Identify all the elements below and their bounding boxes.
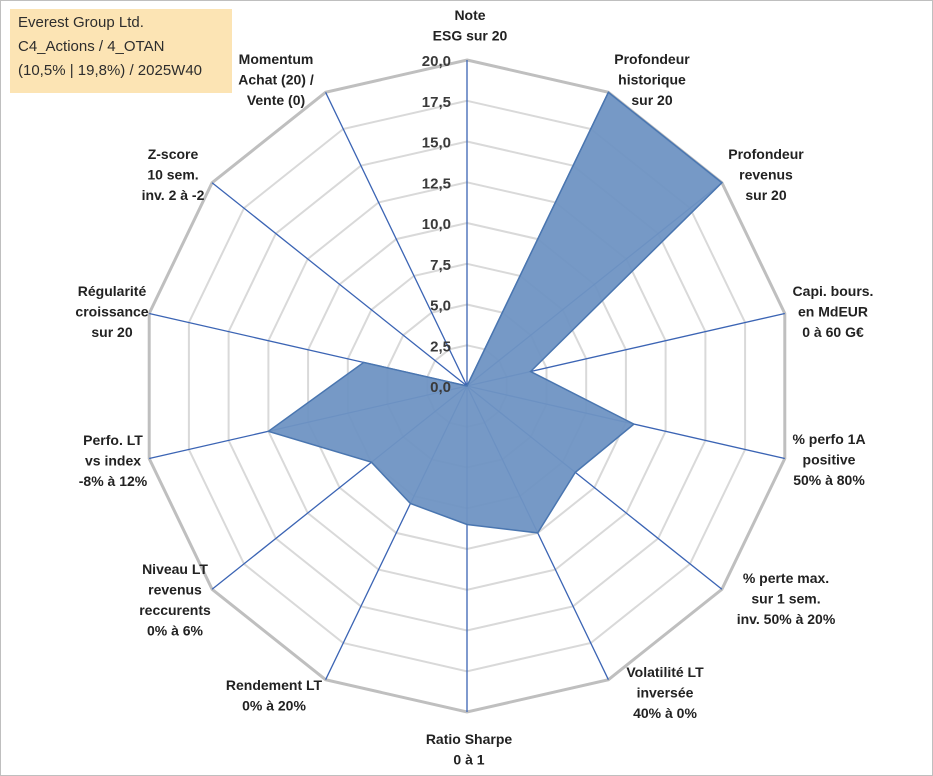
axis-label-line: sur 20 — [91, 324, 132, 340]
axis-label: Niveau LT revenus reccurents 0% à 6% — [139, 561, 211, 639]
series-area — [266, 91, 724, 534]
axis-label: Z-score 10 sem. inv. 2 à -2 — [142, 146, 205, 203]
tick-label: 20,0 — [422, 53, 451, 70]
axis-label: % perte max. sur 1 sem. inv. 50% à 20% — [737, 570, 836, 627]
axis-label-line: 10 sem. — [147, 167, 198, 183]
axis-label: Ratio Sharpe 0 à 1 — [426, 731, 513, 768]
axis-label-line: 0 à 60 G€ — [802, 324, 864, 340]
radar-axis-labels: Note ESG sur 20 Profondeur historique sur 20… — [75, 7, 873, 768]
axis-label-line: historique — [618, 72, 686, 88]
tick-label: 10,0 — [422, 216, 451, 233]
title-stats-week: (10,5% | 19,8%) / 2025W40 — [18, 62, 202, 79]
axis-label: Rendement LT 0% à 20% — [226, 677, 323, 714]
axis-label-line: % perte max. — [743, 570, 829, 586]
tick-label: 15,0 — [422, 135, 451, 152]
axis-label-line: sur 20 — [745, 187, 786, 203]
axis-spoke — [211, 182, 468, 387]
axis-label-line: 0% à 6% — [147, 623, 204, 639]
axis-label-line: en MdEUR — [798, 304, 868, 320]
axis-label-line: Vente (0) — [247, 92, 305, 108]
axis-label-line: Z-score — [148, 146, 199, 162]
chart-title-box: Everest Group Ltd. C4_Actions / 4_OTAN (… — [10, 9, 232, 93]
axis-label-line: sur 1 sem. — [751, 591, 820, 607]
axis-label-line: Ratio Sharpe — [426, 731, 513, 747]
axis-label-line: 50% à 80% — [793, 472, 865, 488]
axis-label: Volatilité LT inversée 40% à 0% — [626, 664, 704, 721]
axis-label: Capi. bours. en MdEUR 0 à 60 G€ — [793, 283, 874, 340]
axis-label-line: Régularité — [78, 283, 147, 299]
axis-label-line: % perfo 1A — [792, 431, 865, 447]
axis-label-line: 0 à 1 — [453, 752, 484, 768]
axis-label-line: Achat (20) / — [238, 72, 314, 88]
tick-label: 12,5 — [422, 175, 451, 192]
axis-label-line: vs index — [85, 453, 141, 469]
axis-spoke — [325, 92, 468, 387]
axis-label-line: Momentum — [239, 51, 314, 67]
axis-label-line: inv. 2 à -2 — [142, 187, 205, 203]
axis-label-line: Perfo. LT — [83, 432, 143, 448]
axis-label: Profondeur revenus sur 20 — [728, 146, 804, 203]
axis-label-line: sur 20 — [631, 92, 672, 108]
tick-label: 2,5 — [430, 338, 451, 355]
axis-label-line: 0% à 20% — [242, 698, 306, 714]
axis-label: Momentum Achat (20) / Vente (0) — [238, 51, 314, 108]
axis-label: % perfo 1A positive 50% à 80% — [792, 431, 865, 488]
axis-label-line: Niveau LT — [142, 561, 208, 577]
axis-label: Régularité croissance sur 20 — [75, 283, 148, 340]
title-portfolio: C4_Actions / 4_OTAN — [18, 38, 165, 55]
axis-label-line: inv. 50% à 20% — [737, 611, 836, 627]
tick-label: 5,0 — [430, 298, 451, 315]
axis-label-line: revenus — [148, 582, 202, 598]
axis-label-line: Profondeur — [614, 51, 690, 67]
axis-label-line: positive — [803, 452, 856, 468]
axis-label-line: revenus — [739, 167, 793, 183]
radar-tick-labels: 0,0 2,5 5,0 7,5 10,0 12,5 15,0 17,5 20,0 — [422, 53, 451, 396]
axis-label-line: ESG sur 20 — [433, 28, 508, 44]
tick-label: 7,5 — [430, 257, 451, 274]
axis-label: Profondeur historique sur 20 — [614, 51, 690, 108]
radar-series — [266, 91, 724, 534]
tick-label: 17,5 — [422, 94, 451, 111]
axis-label-line: inversée — [637, 685, 694, 701]
axis-label-line: Capi. bours. — [793, 283, 874, 299]
axis-label-line: Rendement LT — [226, 677, 323, 693]
axis-label: Note ESG sur 20 — [433, 7, 508, 44]
axis-label: Perfo. LT vs index -8% à 12% — [79, 432, 148, 489]
axis-label-line: croissance — [75, 304, 148, 320]
axis-label-line: reccurents — [139, 602, 211, 618]
tick-label: 0,0 — [430, 379, 451, 396]
axis-label-line: 40% à 0% — [633, 705, 697, 721]
axis-label-line: Volatilité LT — [626, 664, 704, 680]
axis-label-line: Note — [454, 7, 485, 23]
title-company: Everest Group Ltd. — [18, 14, 144, 31]
axis-label-line: -8% à 12% — [79, 473, 148, 489]
axis-label-line: Profondeur — [728, 146, 804, 162]
